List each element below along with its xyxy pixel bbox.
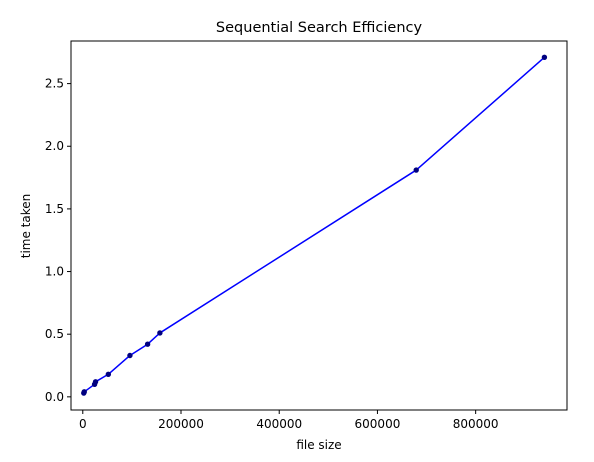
- x-axis-label: file size: [296, 438, 341, 452]
- data-point: [81, 389, 87, 395]
- data-point: [413, 167, 419, 173]
- data-point: [105, 371, 112, 377]
- data-point: [157, 330, 163, 336]
- series-line: [83, 56, 545, 394]
- x-tick-label: 400000: [256, 417, 302, 431]
- data-point: [541, 54, 548, 60]
- chart-title: Sequential Search Efficiency: [216, 20, 423, 36]
- y-tick-label: 0.5: [45, 327, 64, 341]
- x-tick-label: 800000: [453, 417, 499, 431]
- y-tick-label: 2.0: [45, 139, 64, 153]
- y-tick-label: 1.0: [45, 265, 64, 279]
- plot-area: 0 200000 400000 600000 800000 0.0 0.5 1.0 1.5 2.0…: [45, 40, 568, 431]
- data-point: [92, 379, 99, 385]
- axes-frame: [70, 40, 568, 411]
- y-tick-label: 2.5: [45, 77, 64, 91]
- x-tick-label: 200000: [158, 417, 204, 431]
- y-axis-label: time taken: [19, 194, 33, 259]
- x-tick-label: 600000: [355, 417, 401, 431]
- data-point: [144, 341, 151, 347]
- data-point: [127, 352, 133, 359]
- y-tick-label: 1.5: [45, 202, 64, 216]
- y-tick-label: 0.0: [45, 390, 64, 404]
- x-tick-label: 0: [79, 417, 87, 431]
